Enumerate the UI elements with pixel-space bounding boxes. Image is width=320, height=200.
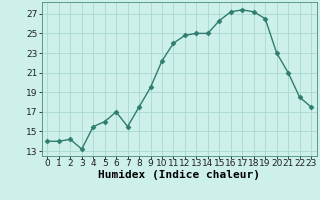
X-axis label: Humidex (Indice chaleur): Humidex (Indice chaleur) — [98, 170, 260, 180]
